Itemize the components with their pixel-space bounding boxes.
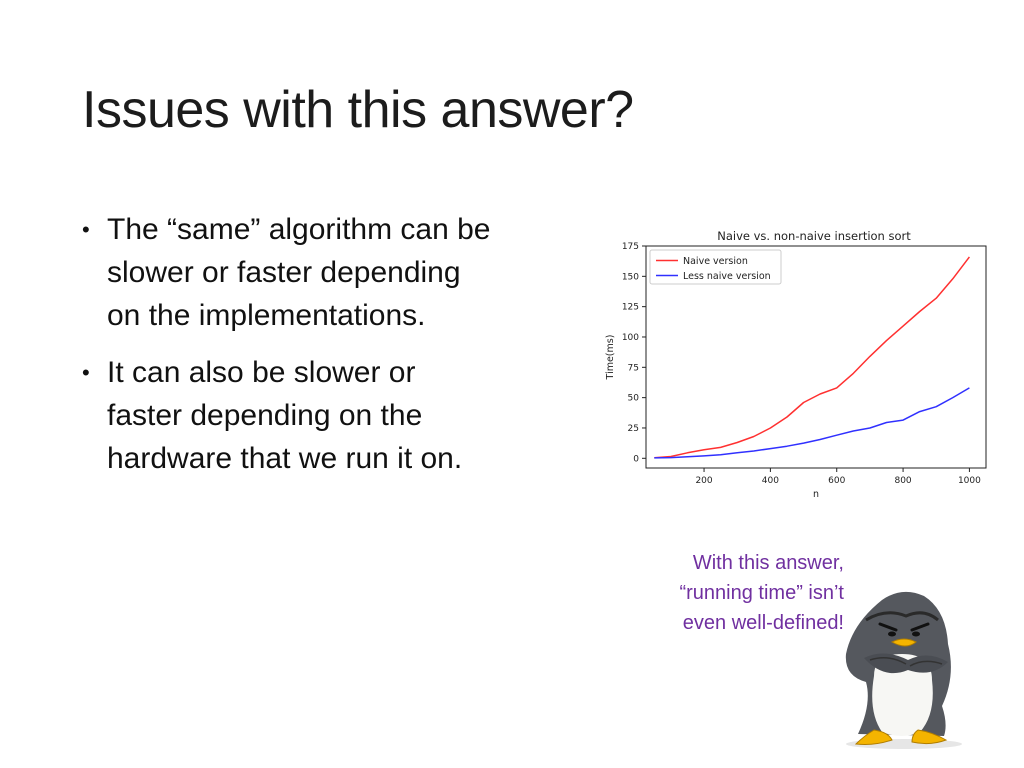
y-tick-label: 125	[622, 303, 639, 313]
x-axis-ticks: 200 400 600 800 1000	[695, 468, 981, 486]
x-tick-label: 1000	[958, 476, 981, 486]
bullet-list: • The “same” algorithm can be slower or …	[80, 208, 600, 494]
y-axis-ticks: 0 25 50 75 100 125 150 175	[622, 242, 646, 464]
bullet-item: • The “same” algorithm can be slower or …	[80, 208, 600, 337]
bullet-line: on the implementations.	[107, 299, 426, 332]
penguin-quote: With this answer, “running time” isn’t e…	[600, 548, 844, 638]
quote-line: With this answer,	[692, 552, 844, 574]
bullet-line: It can also be slower or	[107, 356, 416, 389]
bullet-marker: •	[82, 217, 90, 242]
chart-title: Naive vs. non-naive insertion sort	[717, 229, 911, 243]
y-tick-label: 75	[628, 363, 639, 373]
grumpy-penguin-icon	[845, 591, 962, 749]
x-tick-label: 800	[894, 476, 911, 486]
y-axis-label: Time(ms)	[605, 335, 616, 381]
legend-box	[649, 249, 782, 285]
slide-title: Issues with this answer?	[82, 81, 634, 139]
y-tick-label: 0	[633, 454, 639, 464]
quote-line: even well-defined!	[682, 612, 844, 634]
y-tick-label: 100	[622, 333, 639, 343]
runtime-line-chart: Naive vs. non-naive insertion sort 0 25 50…	[605, 229, 987, 500]
chart-legend: Naive version Less naive version	[649, 249, 782, 285]
bullet-line: hardware that we run it on.	[107, 442, 463, 475]
x-axis-label: n	[813, 489, 819, 500]
x-tick-label: 400	[762, 476, 779, 486]
x-tick-label: 200	[695, 476, 712, 486]
y-tick-label: 25	[628, 424, 639, 434]
quote-line: “running time” isn’t	[679, 582, 844, 604]
less-naive-version-line	[654, 387, 970, 459]
bullet-line: The “same” algorithm can be	[107, 213, 491, 246]
y-tick-label: 50	[628, 394, 640, 404]
bullet-marker: •	[82, 360, 90, 385]
y-tick-label: 175	[622, 242, 639, 252]
y-tick-label: 150	[622, 272, 639, 282]
bullet-item: • It can also be slower or faster depend…	[80, 351, 600, 480]
naive-version-line	[654, 256, 970, 459]
legend-label-less-naive: Less naive version	[683, 271, 771, 282]
bullet-line: slower or faster depending	[107, 256, 461, 289]
legend-label-naive: Naive version	[683, 256, 748, 267]
plot-area-frame	[645, 245, 987, 469]
series-lines	[654, 256, 970, 459]
bullet-line: faster depending on the	[107, 399, 423, 432]
x-tick-label: 600	[828, 476, 845, 486]
